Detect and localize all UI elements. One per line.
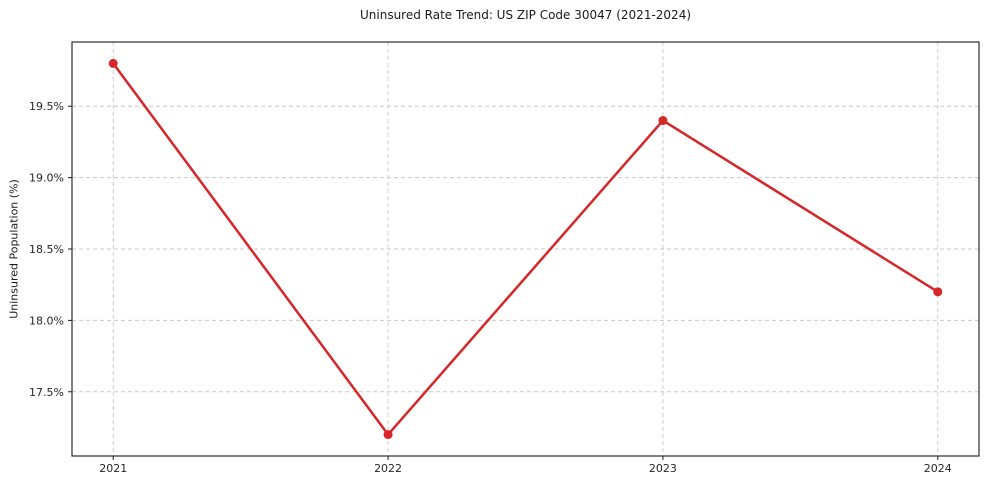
chart-title: Uninsured Rate Trend: US ZIP Code 30047 … [359, 8, 692, 22]
data-point [383, 430, 393, 440]
x-tick-label: 2023 [649, 462, 677, 475]
y-tick-label: 19.5% [29, 100, 64, 113]
x-tick-label: 2022 [374, 462, 402, 475]
y-tick-label: 17.5% [29, 386, 64, 399]
y-tick-label: 18.5% [29, 243, 64, 256]
x-tick-label: 2021 [99, 462, 127, 475]
data-point [108, 58, 118, 68]
data-point [933, 287, 943, 297]
y-tick-label: 19.0% [29, 172, 64, 185]
data-point [658, 116, 668, 126]
trend-line [111, 62, 940, 436]
x-tick-label: 2024 [924, 462, 952, 475]
y-tick-label: 18.0% [29, 314, 64, 327]
